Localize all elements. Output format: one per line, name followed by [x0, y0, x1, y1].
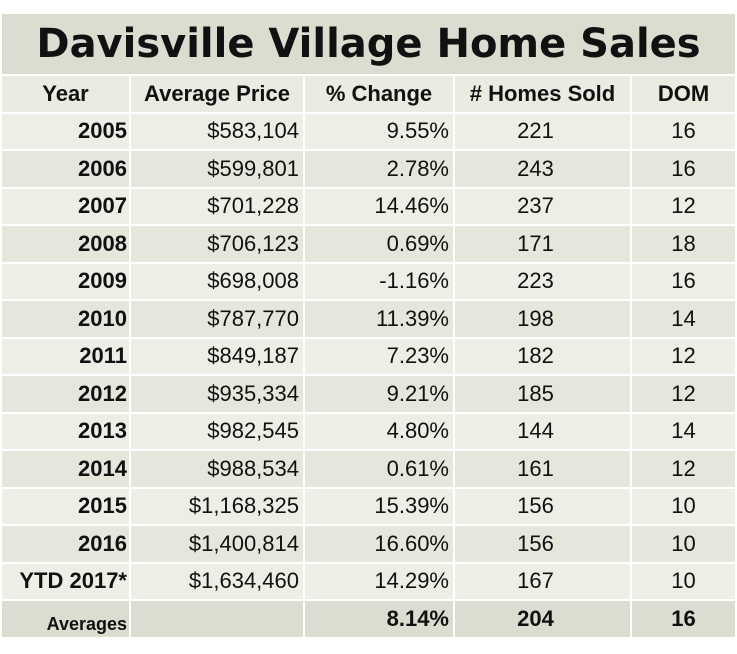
cell-dom: 16: [632, 601, 735, 637]
cell-year: 2013: [2, 413, 129, 449]
cell-homes-sold: 198: [455, 301, 630, 337]
cell-year: 2007: [2, 188, 129, 224]
cell-percent-change: 7.23%: [305, 338, 453, 374]
cell-year: 2008: [2, 226, 129, 262]
header-dom: DOM: [632, 76, 735, 112]
cell-dom: 10: [632, 526, 735, 562]
cell-homes-sold: 204: [455, 601, 630, 637]
cell-year: 2010: [2, 301, 129, 337]
cell-percent-change: 2.78%: [305, 151, 453, 187]
cell-average-price: $935,334: [131, 376, 303, 412]
cell-year: 2005: [2, 113, 129, 149]
cell-year: Averages: [2, 601, 129, 637]
cell-percent-change: 0.61%: [305, 451, 453, 487]
cell-dom: 18: [632, 226, 735, 262]
cell-homes-sold: 161: [455, 451, 630, 487]
cell-dom: 10: [632, 488, 735, 524]
cell-homes-sold: 237: [455, 188, 630, 224]
cell-average-price: [131, 601, 303, 637]
cell-percent-change: 4.80%: [305, 413, 453, 449]
cell-dom: 12: [632, 338, 735, 374]
cell-year: 2014: [2, 451, 129, 487]
header-homes-sold: # Homes Sold: [455, 76, 630, 112]
cell-average-price: $698,008: [131, 263, 303, 299]
cell-average-price: $701,228: [131, 188, 303, 224]
cell-dom: 12: [632, 376, 735, 412]
table-title: Davisville Village Home Sales: [2, 14, 735, 74]
cell-year: 2012: [2, 376, 129, 412]
cell-average-price: $706,123: [131, 226, 303, 262]
cell-homes-sold: 171: [455, 226, 630, 262]
cell-percent-change: 8.14%: [305, 601, 453, 637]
cell-percent-change: 9.55%: [305, 113, 453, 149]
cell-dom: 10: [632, 563, 735, 599]
cell-year: 2006: [2, 151, 129, 187]
cell-homes-sold: 182: [455, 338, 630, 374]
cell-percent-change: 16.60%: [305, 526, 453, 562]
cell-year: 2016: [2, 526, 129, 562]
table-grid: Year Average Price% Change # Homes Sold DOM…: [2, 76, 735, 637]
cell-percent-change: 0.69%: [305, 226, 453, 262]
cell-percent-change: 14.29%: [305, 563, 453, 599]
cell-homes-sold: 156: [455, 488, 630, 524]
cell-average-price: $583,104: [131, 113, 303, 149]
cell-average-price: $1,400,814: [131, 526, 303, 562]
home-sales-table: Davisville Village Home Sales Year Averag…: [2, 14, 735, 638]
cell-percent-change: 9.21%: [305, 376, 453, 412]
cell-average-price: $1,168,325: [131, 488, 303, 524]
cell-average-price: $599,801: [131, 151, 303, 187]
cell-homes-sold: 144: [455, 413, 630, 449]
cell-percent-change: 14.46%: [305, 188, 453, 224]
cell-homes-sold: 221: [455, 113, 630, 149]
cell-percent-change: 11.39%: [305, 301, 453, 337]
cell-average-price: $787,770: [131, 301, 303, 337]
cell-year: 2011: [2, 338, 129, 374]
cell-average-price: $988,534: [131, 451, 303, 487]
cell-dom: 16: [632, 113, 735, 149]
cell-dom: 12: [632, 188, 735, 224]
cell-dom: 16: [632, 151, 735, 187]
cell-percent-change: 15.39%: [305, 488, 453, 524]
cell-average-price: $849,187: [131, 338, 303, 374]
cell-average-price: $1,634,460: [131, 563, 303, 599]
cell-year: 2009: [2, 263, 129, 299]
cell-dom: 14: [632, 301, 735, 337]
header-percent-change: % Change: [305, 76, 453, 112]
cell-year: YTD 2017*: [2, 563, 129, 599]
header-year: Year: [2, 76, 129, 112]
cell-average-price: $982,545: [131, 413, 303, 449]
cell-dom: 16: [632, 263, 735, 299]
cell-dom: 12: [632, 451, 735, 487]
cell-homes-sold: 223: [455, 263, 630, 299]
cell-homes-sold: 185: [455, 376, 630, 412]
cell-homes-sold: 243: [455, 151, 630, 187]
cell-percent-change: -1.16%: [305, 263, 453, 299]
cell-homes-sold: 167: [455, 563, 630, 599]
cell-dom: 14: [632, 413, 735, 449]
header-average-price: Average Price: [131, 76, 303, 112]
cell-homes-sold: 156: [455, 526, 630, 562]
cell-year: 2015: [2, 488, 129, 524]
